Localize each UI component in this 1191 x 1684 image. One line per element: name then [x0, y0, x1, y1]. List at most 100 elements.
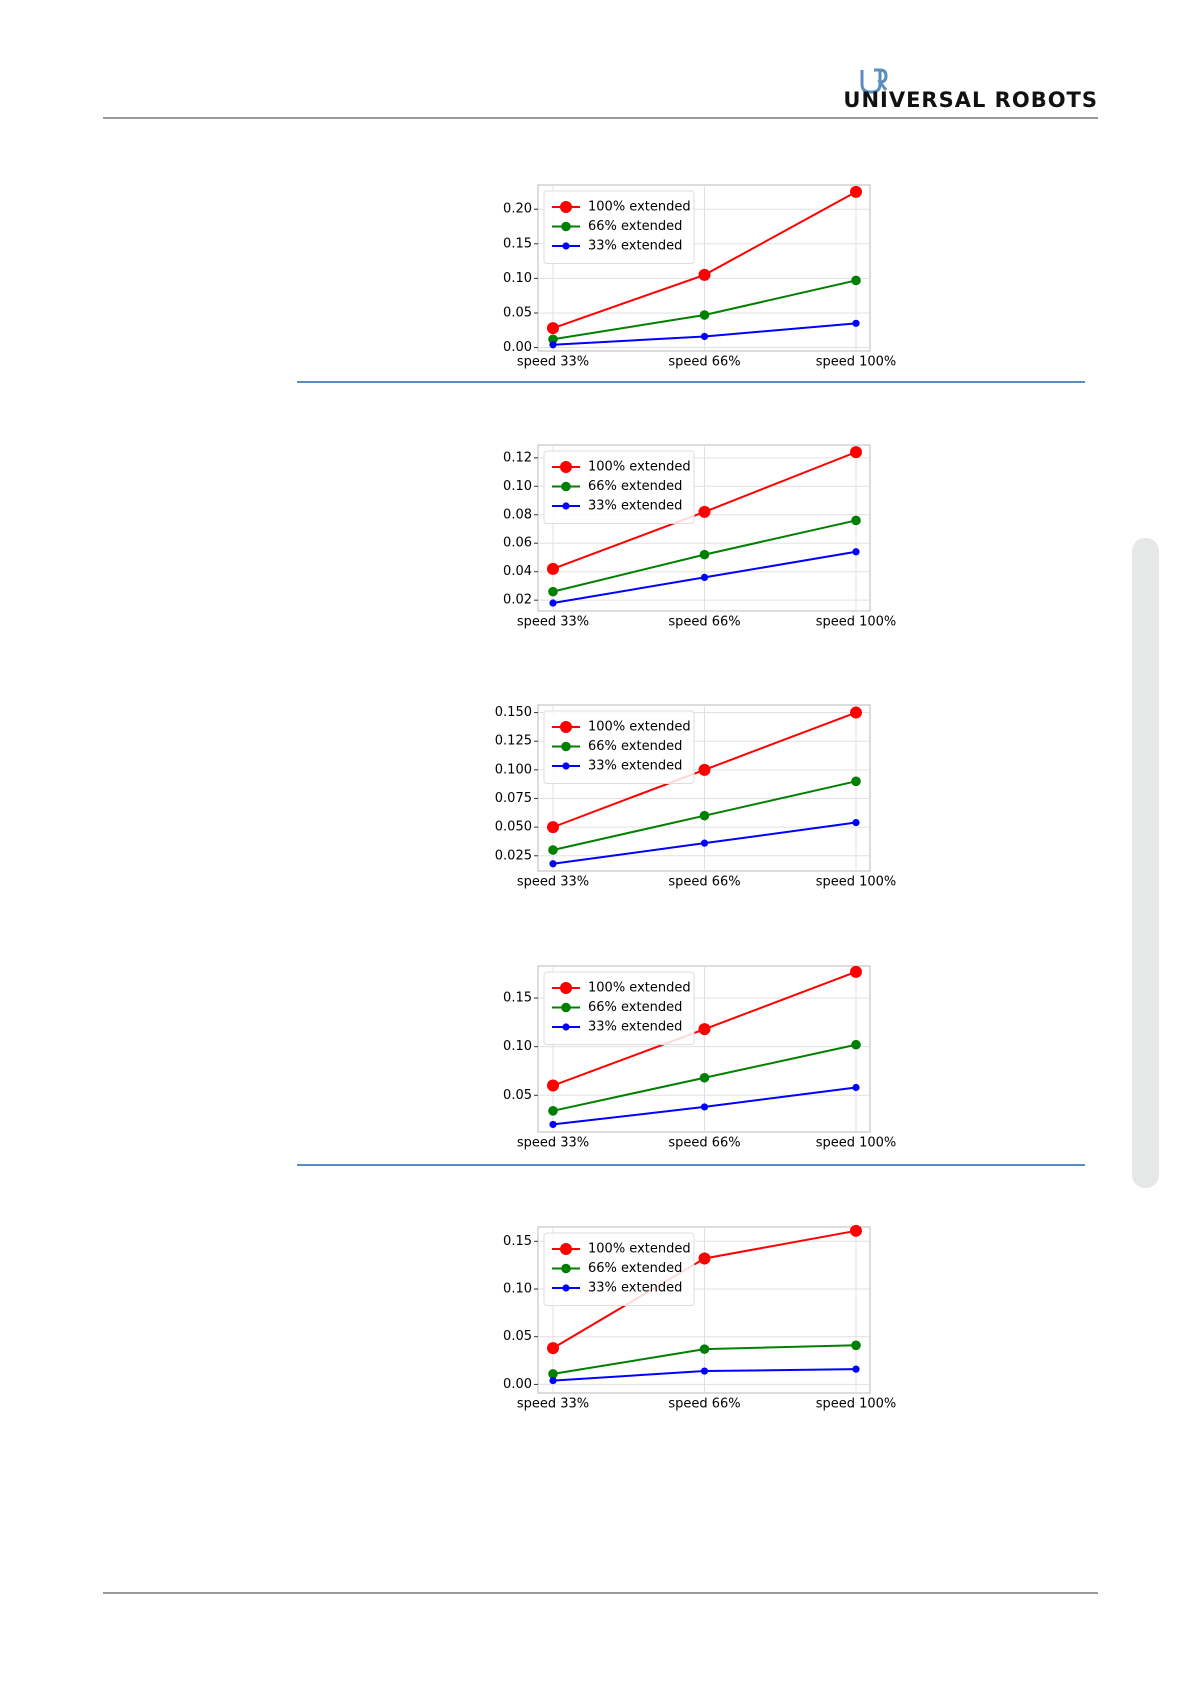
y-tick-label: 0.025: [495, 848, 532, 863]
data-point: [852, 319, 860, 327]
legend-label: 33% extended: [588, 239, 682, 254]
legend-label: 66% extended: [588, 219, 682, 234]
data-point: [549, 1120, 557, 1129]
data-point: [851, 1340, 861, 1351]
y-tick-label: 0.15: [503, 236, 532, 251]
chart: 0.025 0.050 0.075 0.100 0.125 0.150 speed 33% s…: [495, 704, 897, 890]
data-point: [851, 1039, 861, 1050]
y-tick-label: 0.05: [503, 1088, 532, 1103]
data-point: [700, 332, 709, 341]
y-tick-label: 0.05: [503, 1329, 532, 1344]
legend-marker: [560, 721, 572, 733]
data-point: [548, 1106, 558, 1116]
y-tick-label: 0.10: [503, 1039, 532, 1054]
chart: 0.02 0.04 0.06 0.08 0.10 0.12 speed 33% speed 6…: [503, 444, 897, 630]
data-point: [852, 1365, 860, 1373]
legend-label: 66% extended: [588, 479, 682, 494]
data-point: [699, 810, 710, 821]
legend-label: 66% extended: [588, 1000, 682, 1015]
data-point: [699, 549, 710, 560]
legend-marker: [560, 461, 572, 473]
legend-box: [543, 190, 695, 264]
data-point: [698, 1023, 711, 1036]
y-tick-label: 0.00: [503, 340, 532, 355]
x-tick-label: speed 66%: [668, 875, 740, 890]
data-point: [698, 505, 711, 518]
y-tick-label: 0.00: [503, 1377, 532, 1392]
legend-marker: [561, 1263, 571, 1274]
y-tick-label: 0.10: [503, 479, 532, 494]
y-tick-label: 0.100: [495, 762, 532, 777]
chart: 0.00 0.05 0.10 0.15 0.20 speed 33% speed 66% sp…: [503, 184, 897, 370]
x-tick-label: speed 66%: [668, 1136, 740, 1151]
data-point: [549, 1376, 557, 1385]
data-point: [699, 1072, 710, 1083]
data-point: [547, 821, 559, 834]
data-point: [850, 446, 862, 459]
data-point: [698, 1252, 711, 1265]
legend-label: 66% extended: [588, 739, 682, 754]
legend-label: 66% extended: [588, 1261, 682, 1276]
data-point: [698, 763, 711, 776]
legend-marker: [560, 1243, 572, 1255]
y-tick-label: 0.15: [503, 991, 532, 1006]
legend-marker: [562, 1023, 570, 1031]
data-point: [549, 860, 557, 868]
data-point: [548, 334, 558, 345]
x-tick-label: speed 33%: [517, 615, 589, 630]
x-tick-label: speed 100%: [816, 615, 897, 630]
y-tick-label: 0.08: [503, 507, 532, 522]
y-tick-label: 0.050: [495, 820, 532, 835]
data-point: [547, 1342, 559, 1355]
legend-label: 100% extended: [588, 1242, 691, 1257]
data-point: [852, 818, 860, 827]
legend-label: 100% extended: [588, 460, 691, 475]
data-point: [850, 965, 862, 978]
legend-marker: [561, 221, 571, 232]
legend-marker: [560, 982, 572, 994]
x-tick-label: speed 100%: [816, 355, 897, 370]
data-point: [852, 1083, 860, 1092]
y-tick-label: 0.20: [503, 202, 532, 217]
y-tick-label: 0.125: [495, 734, 532, 749]
legend-marker: [560, 201, 572, 213]
x-tick-label: speed 66%: [668, 615, 740, 630]
data-point: [850, 1224, 862, 1237]
chart: 0.00 0.05 0.10 0.15 speed 33% speed 66% speed …: [503, 1224, 896, 1412]
x-tick-label: speed 33%: [517, 1397, 589, 1412]
data-point: [700, 839, 709, 847]
legend-marker: [562, 762, 570, 770]
y-tick-label: 0.075: [495, 791, 532, 806]
data-point: [547, 562, 559, 575]
data-point: [699, 310, 710, 320]
data-point: [699, 1344, 710, 1354]
chart: 0.05 0.10 0.15 speed 33% speed 66% speed 100%…: [503, 965, 897, 1151]
y-tick-label: 0.06: [503, 536, 532, 551]
legend-box: [543, 710, 695, 784]
data-point: [850, 706, 862, 719]
x-tick-label: speed 100%: [816, 875, 897, 890]
data-point: [549, 341, 557, 349]
legend-label: 100% extended: [588, 720, 691, 735]
legend-box: [543, 450, 695, 524]
x-tick-label: speed 33%: [517, 875, 589, 890]
legend-label: 33% extended: [588, 1020, 682, 1035]
legend-marker: [561, 741, 571, 752]
data-point: [548, 1369, 558, 1379]
data-point: [852, 548, 860, 556]
y-tick-label: 0.150: [495, 705, 532, 720]
data-point: [549, 599, 557, 607]
y-tick-label: 0.12: [503, 450, 532, 465]
data-point: [851, 776, 861, 787]
data-point: [851, 275, 861, 286]
legend-label: 100% extended: [588, 981, 691, 996]
x-tick-label: speed 100%: [816, 1136, 897, 1151]
legend-marker: [561, 1002, 571, 1013]
legend-marker: [562, 242, 570, 250]
legend-box: [543, 1232, 695, 1306]
x-tick-label: speed 66%: [668, 1397, 740, 1412]
data-point: [851, 515, 861, 526]
data-point: [850, 185, 862, 198]
legend-marker: [562, 1284, 570, 1292]
